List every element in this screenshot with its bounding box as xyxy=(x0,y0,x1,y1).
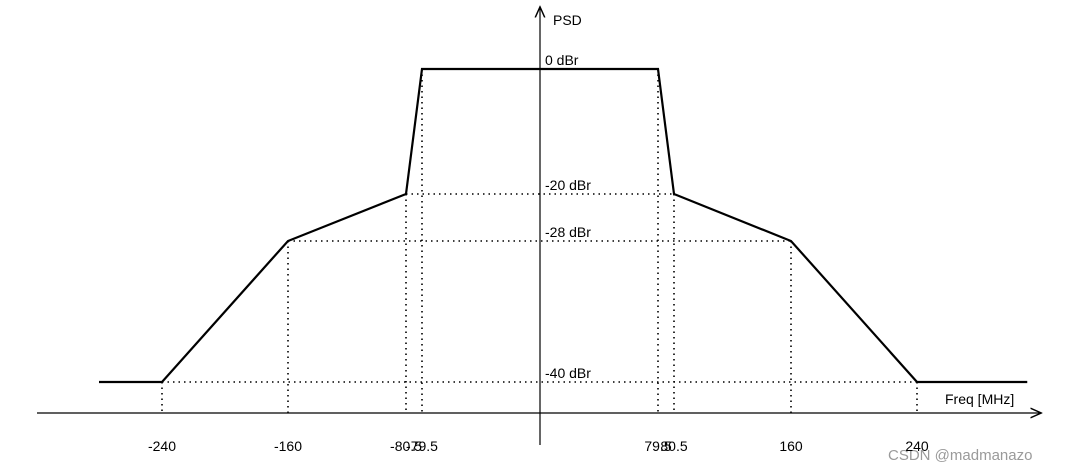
y-tick-label: -28 dBr xyxy=(545,224,591,240)
x-tick-label: -240 xyxy=(148,438,176,454)
x-tick-label: 79.5 xyxy=(644,438,671,454)
y-tick-label: -40 dBr xyxy=(545,365,591,381)
y-tick-label: 0 dBr xyxy=(545,52,579,68)
x-tick-label: -80.5 xyxy=(390,438,422,454)
x-tick-label: 240 xyxy=(905,438,929,454)
x-tick-label: -79.5 xyxy=(406,438,438,454)
watermark: CSDN @madmanazo xyxy=(888,447,1032,464)
y-axis-label: PSD xyxy=(553,12,582,28)
x-tick-label: 80.5 xyxy=(660,438,687,454)
mask-line xyxy=(99,67,1028,384)
x-tick-label: -160 xyxy=(274,438,302,454)
x-tick-label: 160 xyxy=(779,438,803,454)
y-tick-label: -20 dBr xyxy=(545,177,591,193)
x-axis-label: Freq [MHz] xyxy=(945,391,1014,407)
